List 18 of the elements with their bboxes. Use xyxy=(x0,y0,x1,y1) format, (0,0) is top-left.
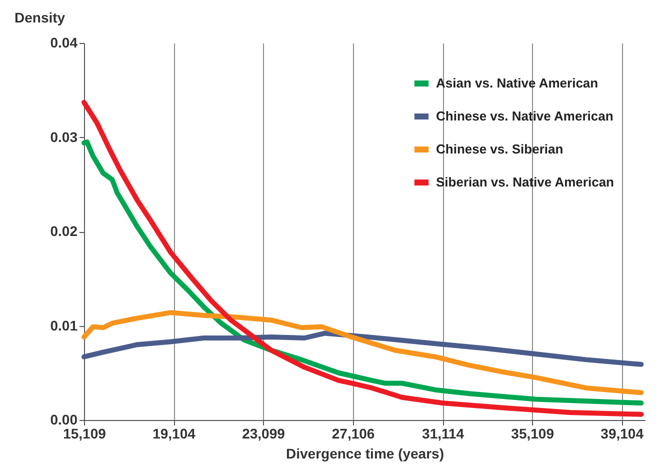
legend-label: Chinese vs. Native American xyxy=(436,108,614,124)
y-tick-label: 0.04 xyxy=(50,34,78,50)
y-axis-title: Density xyxy=(14,10,66,26)
legend-label: Asian vs. Native American xyxy=(436,76,598,90)
y-tick-label: 0.02 xyxy=(50,223,78,239)
x-tick-label: 27,106 xyxy=(332,426,375,442)
x-tick-label: 39,104 xyxy=(600,426,644,442)
x-tick-label: 19,104 xyxy=(152,426,196,442)
legend-label: Siberian vs. Native American xyxy=(436,174,614,190)
x-axis-title: Divergence time (years) xyxy=(286,446,444,462)
y-tick-label: 0.01 xyxy=(50,317,78,334)
x-tick-label: 15,109 xyxy=(63,426,106,442)
y-tick-label: 0.03 xyxy=(50,128,78,145)
x-tick-label: 23,099 xyxy=(242,426,286,442)
legend-label: Chinese vs. Siberian xyxy=(436,142,564,156)
x-tick-label: 31,114 xyxy=(422,426,464,442)
y-tick-label: 0.00 xyxy=(50,412,78,428)
x-tick-label: 35,109 xyxy=(511,426,554,442)
